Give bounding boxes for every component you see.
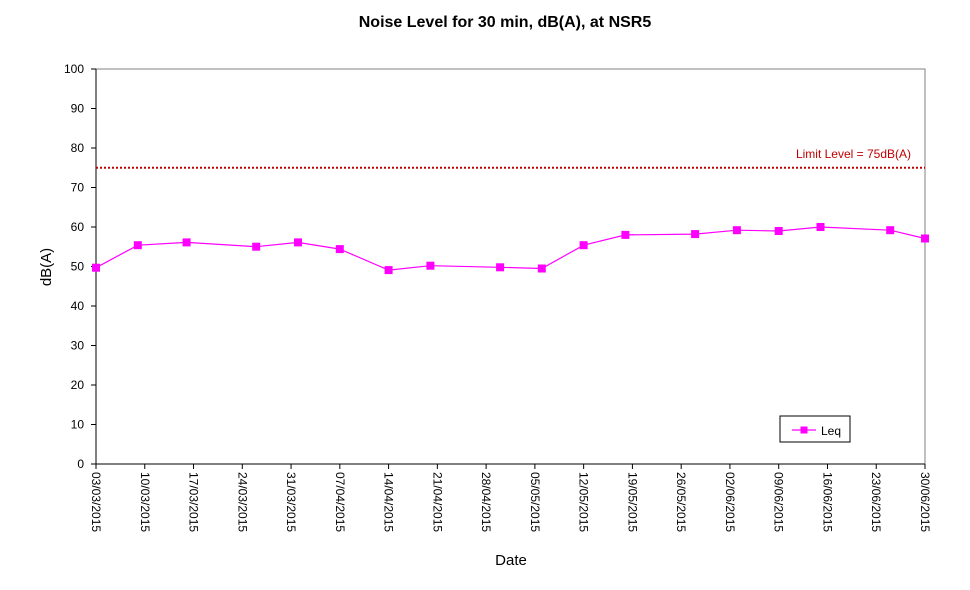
y-tick-label: 40 [71, 299, 85, 313]
x-tick-label: 14/04/2015 [382, 472, 396, 532]
data-point-leq [384, 266, 393, 275]
x-tick-label: 28/04/2015 [479, 472, 493, 532]
x-axis-title: Date [495, 552, 527, 569]
data-point-leq [691, 230, 700, 239]
x-tick-label: 31/03/2015 [284, 472, 298, 532]
x-tick-label: 05/05/2015 [528, 472, 542, 532]
series-leq [92, 223, 929, 275]
y-tick-label: 50 [71, 260, 85, 274]
x-tick-label: 02/06/2015 [723, 472, 737, 532]
y-tick-label: 10 [71, 418, 85, 432]
data-point-leq [732, 226, 741, 235]
data-point-leq [579, 241, 588, 250]
data-point-leq [335, 245, 344, 254]
x-tick-label: 21/04/2015 [430, 472, 444, 532]
x-tick-label: 24/03/2015 [235, 472, 249, 532]
x-tick-label: 23/06/2015 [869, 472, 883, 532]
data-point-leq [133, 241, 142, 250]
legend-marker-swatch [800, 426, 808, 434]
data-point-leq [496, 263, 505, 272]
x-tick-label: 30/06/2015 [918, 472, 932, 532]
y-tick-label: 90 [71, 102, 85, 116]
y-tick-label: 80 [71, 141, 85, 155]
legend-label-leq: Leq [821, 424, 841, 438]
data-point-leq [774, 227, 783, 235]
x-tick-label: 03/03/2015 [89, 472, 103, 532]
data-point-leq [92, 263, 100, 272]
x-tick-label: 12/05/2015 [577, 472, 591, 532]
data-point-leq [182, 238, 191, 247]
chart-title: Noise Level for 30 min, dB(A), at NSR5 [359, 14, 652, 31]
data-point-leq [886, 226, 895, 235]
data-point-leq [294, 238, 302, 247]
y-tick-label: 20 [71, 378, 85, 392]
y-tick-label: 30 [71, 339, 85, 353]
data-point-leq [921, 234, 929, 243]
y-tick-label: 60 [71, 220, 85, 234]
x-tick-label: 17/03/2015 [187, 472, 201, 532]
y-tick-label: 70 [71, 181, 85, 195]
x-tick-label: 26/05/2015 [674, 472, 688, 532]
limit-level-label: Limit Level = 75dB(A) [796, 147, 911, 161]
x-tick-label: 16/06/2015 [820, 472, 834, 532]
y-axis-title: dB(A) [38, 248, 55, 286]
x-tick-label: 19/05/2015 [625, 472, 639, 532]
data-point-leq [426, 261, 435, 270]
x-tick-label: 10/03/2015 [138, 472, 152, 532]
x-tick-label: 07/04/2015 [333, 472, 347, 532]
series-line-leq [95, 226, 926, 271]
data-point-leq [621, 230, 630, 239]
data-point-leq [816, 223, 825, 231]
y-axis-ticks: 0 10 20 30 40 50 60 70 80 90 100 [64, 62, 96, 471]
x-tick-label: 09/06/2015 [772, 472, 786, 532]
legend-box [779, 415, 851, 443]
legend: Leq [779, 415, 851, 443]
data-point-leq [252, 242, 261, 251]
y-tick-label: 0 [77, 457, 84, 471]
y-tick-label: 100 [64, 62, 84, 76]
data-point-leq [537, 264, 546, 273]
x-axis-ticks: 03/03/2015 10/03/2015 17/03/2015 24/03/2015… [89, 464, 932, 532]
